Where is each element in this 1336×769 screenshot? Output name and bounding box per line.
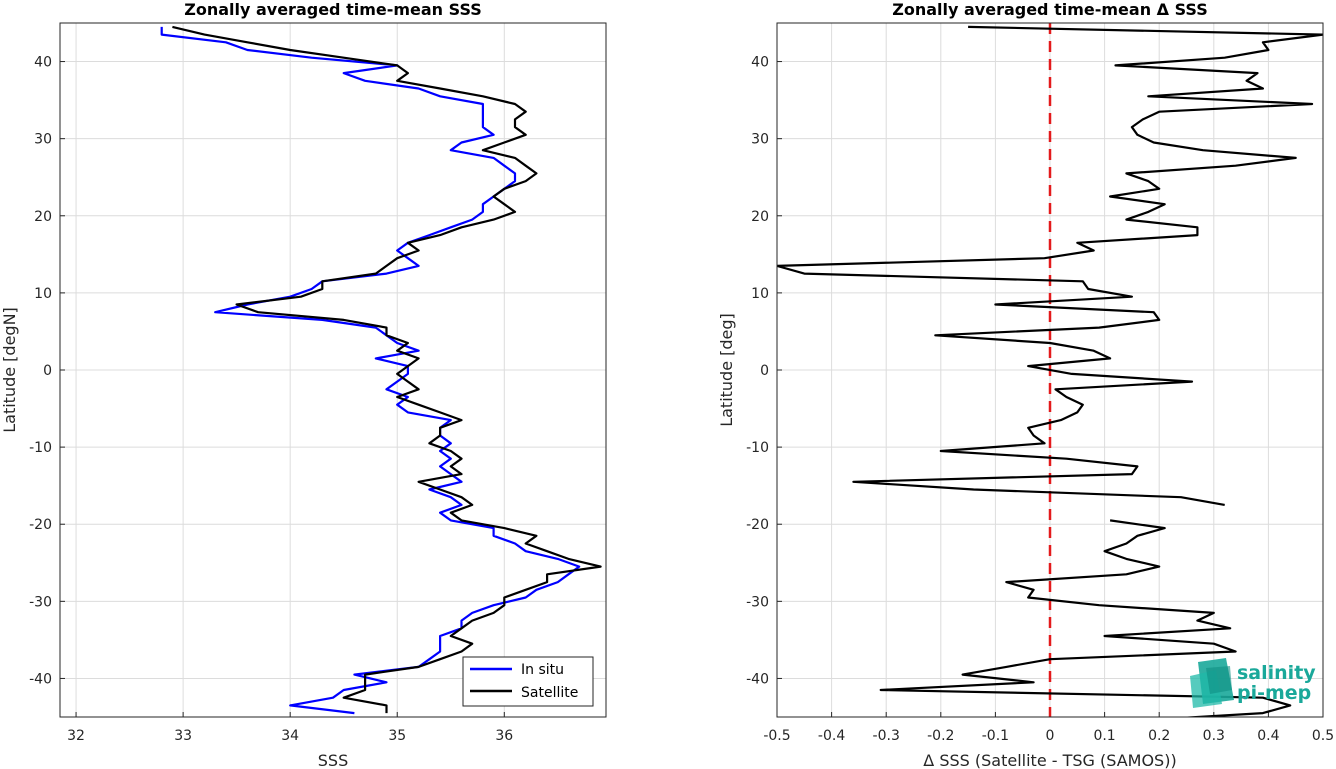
left-satellite-line — [172, 25, 602, 714]
logo-mark-icon — [1190, 658, 1234, 708]
left-y-tick-label: -20 — [29, 517, 52, 533]
left-y-tick-label: 0 — [43, 363, 52, 379]
legend-box — [462, 656, 594, 707]
left-y-tick-label: -30 — [29, 594, 52, 610]
legend-label-satellite: Satellite — [521, 685, 578, 701]
right-y-tick-label: 20 — [751, 209, 769, 225]
right-y-tick-label: -40 — [746, 671, 769, 687]
right-plot-frame — [776, 22, 1324, 718]
right-y-tick-label: 10 — [751, 286, 769, 302]
legend: In situ Satellite — [462, 656, 594, 707]
left-y-tick-label: 30 — [34, 132, 52, 148]
left-chart-panel: 32 33 34 35 36 -40 -30 -20 -10 0 10 20 30 40 Zonally … — [0, 0, 607, 769]
right-x-axis-label: Δ SSS (Satellite - TSG (SAMOS)) — [923, 751, 1176, 769]
left-x-tick-label: 36 — [495, 728, 513, 744]
left-y-axis-label: Latitude [degN] — [0, 307, 19, 433]
left-x-axis-label: SSS — [318, 751, 348, 769]
left-in-situ-line — [160, 26, 581, 715]
left-tick-labels: 32 33 34 35 36 -40 -30 -20 -10 0 10 20 30 40 — [29, 55, 513, 744]
right-x-tick-label: -0.5 — [763, 728, 790, 744]
left-y-tick-label: -40 — [29, 671, 52, 687]
right-y-tick-label: 40 — [751, 55, 769, 71]
left-y-tick-label: 10 — [34, 286, 52, 302]
right-tick-labels: -0.5 -0.4 -0.3 -0.2 -0.1 0 0.1 0.2 0.3 0.4 0.5 -40 -… — [746, 55, 1334, 744]
right-y-tick-label: -30 — [746, 594, 769, 610]
right-x-tick-label: 0 — [1046, 728, 1055, 744]
left-y-tick-label: 20 — [34, 209, 52, 225]
left-y-tick-label: -10 — [29, 440, 52, 456]
legend-label-in-situ: In situ — [521, 662, 564, 678]
logo-text-salinity: salinity — [1237, 662, 1316, 684]
right-x-tick-label: -0.1 — [982, 728, 1009, 744]
logo-text-pi-mep: pi-mep — [1237, 682, 1311, 704]
right-x-tick-label: 0.1 — [1093, 728, 1115, 744]
right-y-axis-label: Latitude [deg] — [717, 313, 736, 427]
left-chart-title: Zonally averaged time-mean SSS — [184, 0, 482, 19]
right-data-lines — [777, 23, 1323, 717]
left-x-tick-label: 33 — [174, 728, 192, 744]
right-series-line — [879, 519, 1292, 717]
left-x-tick-label: 34 — [281, 728, 299, 744]
right-x-tick-label: -0.3 — [873, 728, 900, 744]
left-y-tick-label: 40 — [34, 55, 52, 71]
right-x-tick-label: 0.2 — [1148, 728, 1170, 744]
right-x-tick-label: 0.4 — [1257, 728, 1279, 744]
right-x-tick-label: 0.3 — [1203, 728, 1225, 744]
right-y-tick-label: -20 — [746, 517, 769, 533]
right-y-tick-label: -10 — [746, 440, 769, 456]
left-x-tick-label: 35 — [388, 728, 406, 744]
right-y-tick-label: 30 — [751, 132, 769, 148]
right-x-tick-label: -0.4 — [818, 728, 845, 744]
left-plot-frame — [59, 22, 607, 718]
left-data-lines — [160, 25, 602, 715]
right-x-tick-label: 0.5 — [1312, 728, 1334, 744]
salinity-pi-mep-logo: salinity pi-mep — [1190, 658, 1316, 708]
right-chart-panel: -0.5 -0.4 -0.3 -0.2 -0.1 0 0.1 0.2 0.3 0.4 0.5 -40 -… — [717, 0, 1334, 769]
right-grid — [776, 23, 1324, 717]
right-chart-title: Zonally averaged time-mean Δ SSS — [892, 0, 1208, 19]
left-x-tick-label: 32 — [67, 728, 85, 744]
right-series-line — [777, 25, 1323, 506]
right-y-tick-label: 0 — [760, 363, 769, 379]
right-x-tick-label: -0.2 — [927, 728, 954, 744]
